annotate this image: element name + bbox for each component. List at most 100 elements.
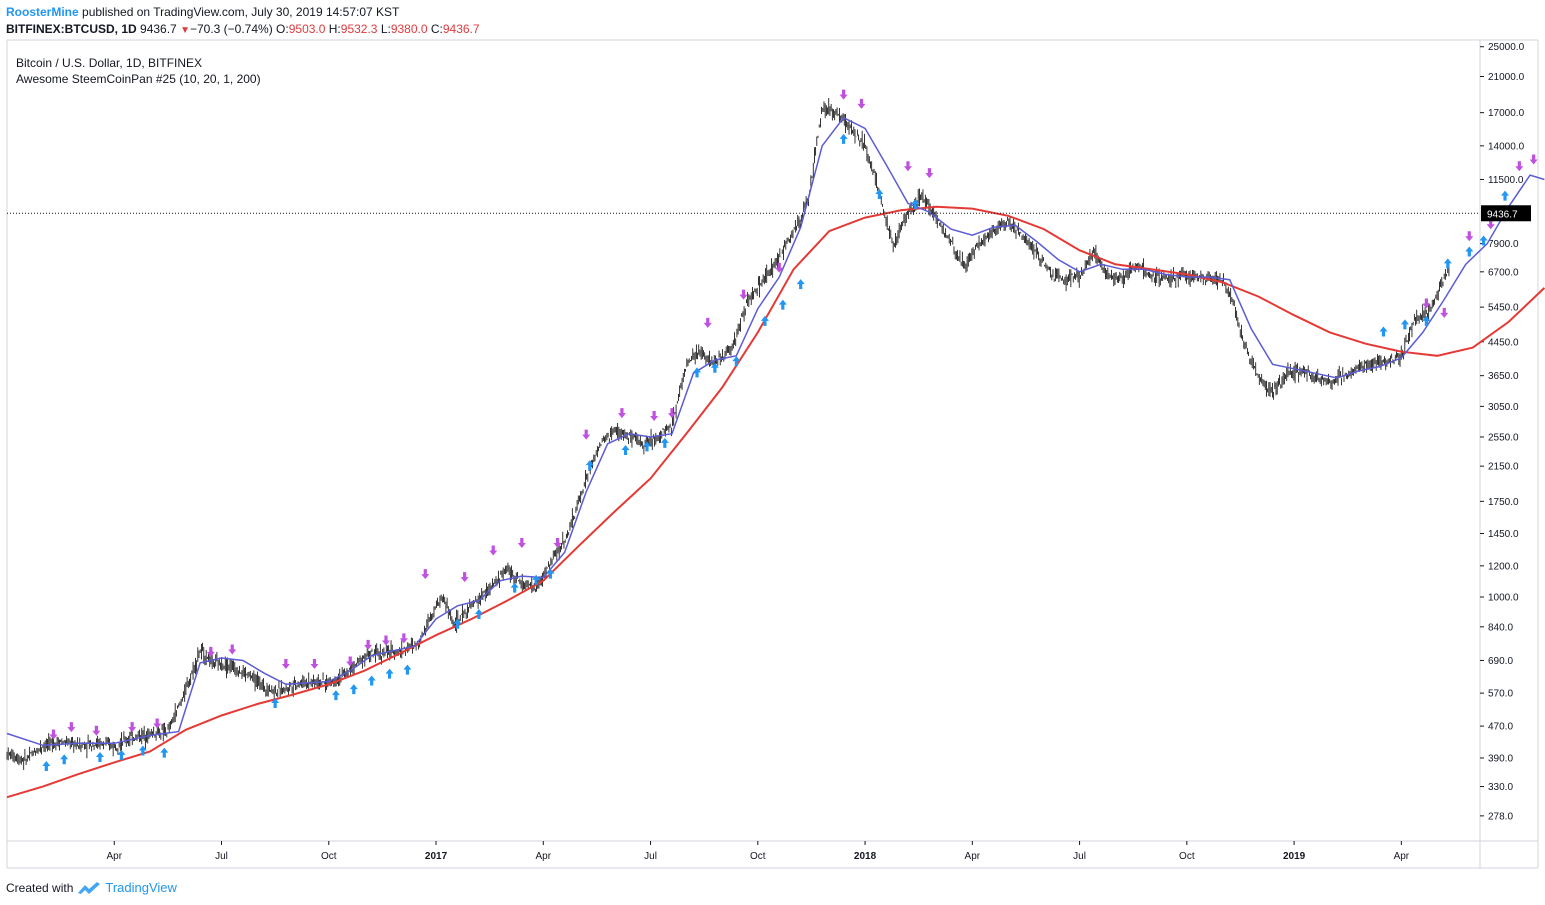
buy-arrow-icon	[585, 460, 594, 471]
sell-arrow-icon	[839, 89, 848, 100]
buy-arrow-icon	[796, 279, 805, 290]
time-axis[interactable]: Apr Jul Oct 2017 Apr Jul Oct 2018 Apr Jul Oct 2019 A…	[106, 841, 1410, 862]
x-tick-label: Jul	[215, 851, 228, 862]
buy-arrow-icon	[546, 568, 555, 579]
x-tick-label: Apr	[965, 851, 981, 862]
buy-arrow-icon	[732, 356, 741, 367]
sell-arrow-icon	[460, 572, 469, 583]
symbol-name: BITFINEX:BTCUSD, 1D	[6, 22, 137, 36]
x-tick-label: 2018	[854, 851, 877, 862]
sell-arrow-icon	[381, 635, 390, 646]
y-tick-label: 6700.0	[1488, 267, 1519, 278]
buy-arrow-icon	[532, 574, 541, 585]
symbol-info: BITFINEX:BTCUSD, 1D 9436.7 ▼−70.3 (−0.74…	[6, 22, 480, 36]
sell-arrow-icon	[1440, 307, 1449, 318]
high-value: 9532.3	[340, 22, 378, 36]
author-link[interactable]: RoosterMine	[6, 5, 79, 19]
buy-arrow-icon	[710, 362, 719, 373]
price-change: −70.3 (−0.74%)	[189, 22, 273, 36]
y-tick-label: 1750.0	[1488, 497, 1519, 508]
y-tick-label: 1000.0	[1488, 593, 1519, 604]
y-tick-label: 21000.0	[1488, 72, 1525, 83]
x-tick-label: Jul	[644, 851, 657, 862]
sell-arrow-icon	[206, 646, 215, 657]
sell-arrow-icon	[310, 658, 319, 669]
sell-arrow-icon	[399, 633, 408, 644]
low-value: 9380.0	[390, 22, 428, 36]
y-tick-label: 1450.0	[1488, 529, 1519, 540]
buy-arrow-icon	[385, 668, 394, 679]
buy-arrow-icon	[160, 747, 169, 758]
open-value: 9503.0	[288, 22, 326, 36]
indicator-legend[interactable]: Awesome SteemCoinPan #25 (10, 20, 1, 200…	[16, 72, 261, 86]
sell-arrow-icon	[650, 410, 659, 421]
tradingview-logo-icon	[78, 881, 101, 894]
sell-arrow-icon	[128, 722, 137, 733]
signal-markers	[42, 89, 1538, 771]
buy-arrow-icon	[367, 675, 376, 686]
buy-arrow-icon	[42, 760, 51, 771]
sell-arrow-icon	[517, 537, 526, 548]
buy-arrow-icon	[474, 609, 483, 620]
buy-arrow-icon	[642, 441, 651, 452]
y-tick-label: 11500.0	[1488, 175, 1524, 186]
sell-arrow-icon	[1422, 298, 1431, 309]
buy-arrow-icon	[349, 684, 358, 695]
y-tick-label: 25000.0	[1488, 42, 1525, 53]
sell-arrow-icon	[739, 289, 748, 300]
sell-arrow-icon	[857, 98, 866, 109]
buy-arrow-icon	[1443, 258, 1452, 269]
buy-arrow-icon	[1400, 319, 1409, 330]
x-tick-label: Oct	[1179, 851, 1195, 862]
x-tick-label: Apr	[536, 851, 552, 862]
tradingview-brand-link[interactable]: TradingView	[105, 880, 177, 895]
y-tick-label: 470.0	[1488, 722, 1513, 733]
sell-arrow-icon	[153, 718, 162, 729]
y-tick-label: 5450.0	[1488, 303, 1519, 314]
buy-arrow-icon	[760, 315, 769, 326]
sell-arrow-icon	[364, 639, 373, 650]
series-legend[interactable]: Bitcoin / U.S. Dollar, 1D, BITFINEX	[16, 56, 203, 70]
sell-arrow-icon	[775, 262, 784, 273]
buy-arrow-icon	[660, 437, 669, 448]
last-price-value: 9436.7	[1487, 209, 1518, 220]
x-tick-label: Apr	[1394, 851, 1410, 862]
buy-arrow-icon	[621, 444, 630, 455]
buy-arrow-icon	[60, 754, 69, 765]
sell-arrow-icon	[228, 644, 237, 655]
sell-arrow-icon	[346, 656, 355, 667]
plot-area[interactable]	[7, 40, 1480, 841]
buy-arrow-icon	[1501, 190, 1510, 201]
x-tick-label: 2017	[425, 851, 448, 862]
sell-arrow-icon	[903, 161, 912, 172]
sell-arrow-icon	[1486, 219, 1495, 230]
high-label: H:	[328, 22, 341, 36]
sell-arrow-icon	[703, 317, 712, 328]
buy-arrow-icon	[778, 299, 787, 310]
buy-arrow-icon	[1465, 246, 1474, 257]
fast-ma-line	[6, 116, 1545, 747]
buy-arrow-icon	[839, 133, 848, 144]
x-tick-label: Jul	[1073, 851, 1086, 862]
y-tick-label: 390.0	[1488, 753, 1513, 764]
sell-arrow-icon	[421, 569, 430, 580]
price-axis[interactable]: 25000.0 21000.0 17000.0 14000.0 11500.0 7900.…	[1480, 42, 1525, 822]
buy-arrow-icon	[1379, 326, 1388, 337]
close-label: C:	[430, 22, 443, 36]
buy-arrow-icon	[1422, 315, 1431, 326]
x-tick-label: Apr	[106, 851, 122, 862]
buy-arrow-icon	[1479, 235, 1488, 246]
buy-arrow-icon	[693, 367, 702, 378]
footer: Created with TradingView	[6, 880, 177, 895]
sell-arrow-icon	[1515, 161, 1524, 172]
sell-arrow-icon	[667, 408, 676, 419]
sell-arrow-icon	[1529, 154, 1538, 165]
sell-arrow-icon	[67, 722, 76, 733]
buy-arrow-icon	[911, 199, 920, 210]
created-with-text: Created with	[6, 880, 74, 895]
last-price: 9436.7	[140, 22, 177, 36]
y-tick-label: 2550.0	[1488, 432, 1519, 443]
buy-arrow-icon	[138, 745, 147, 756]
published-text: published on TradingView.com, July 30, 2…	[78, 5, 400, 19]
